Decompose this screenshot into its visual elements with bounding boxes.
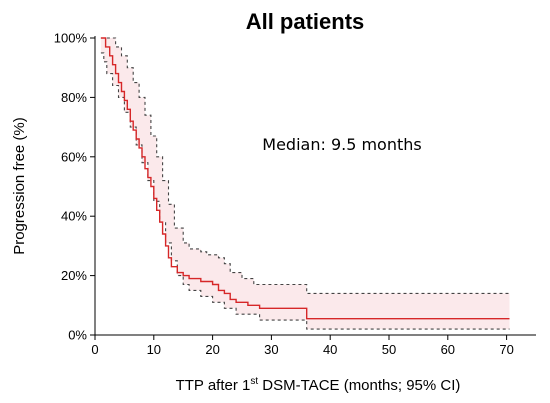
survival-estimate-line bbox=[100, 37, 510, 320]
ci-band bbox=[100, 38, 510, 330]
x-tick-label: 0 bbox=[91, 342, 98, 357]
y-axis-label: Progression free (%) bbox=[11, 117, 28, 255]
tick-labels: 0 10 20 30 40 50 60 70 0% 20% 40% 60% 80% 100% bbox=[54, 31, 514, 358]
x-tick-label: 30 bbox=[264, 342, 278, 357]
x-tick-label: 10 bbox=[147, 342, 161, 357]
y-tick-label: 40% bbox=[61, 209, 87, 224]
x-axis-label: TTP after 1st DSM-TACE (months; 95% CI) bbox=[176, 376, 461, 394]
x-tick-label: 50 bbox=[382, 342, 396, 357]
x-tick-label: 20 bbox=[205, 342, 219, 357]
chart-title: All patients bbox=[246, 9, 365, 34]
x-tick-label: 60 bbox=[441, 342, 455, 357]
x-axis-label-sup: st bbox=[250, 376, 258, 387]
median-annotation: Median: 9.5 months bbox=[262, 135, 421, 154]
y-tick-label: 0% bbox=[68, 328, 87, 343]
x-tick-label: 40 bbox=[323, 342, 337, 357]
upper-ci-line bbox=[100, 37, 510, 294]
y-tick-label: 20% bbox=[61, 268, 87, 283]
y-tick-label: 100% bbox=[54, 31, 88, 46]
x-axis-label-pre: TTP after 1 bbox=[176, 377, 251, 394]
x-axis-label-post: DSM-TACE (months; 95% CI) bbox=[258, 377, 460, 394]
axes bbox=[90, 36, 536, 340]
y-tick-label: 80% bbox=[61, 90, 87, 105]
y-tick-label: 60% bbox=[61, 149, 87, 164]
x-tick-label: 70 bbox=[499, 342, 513, 357]
